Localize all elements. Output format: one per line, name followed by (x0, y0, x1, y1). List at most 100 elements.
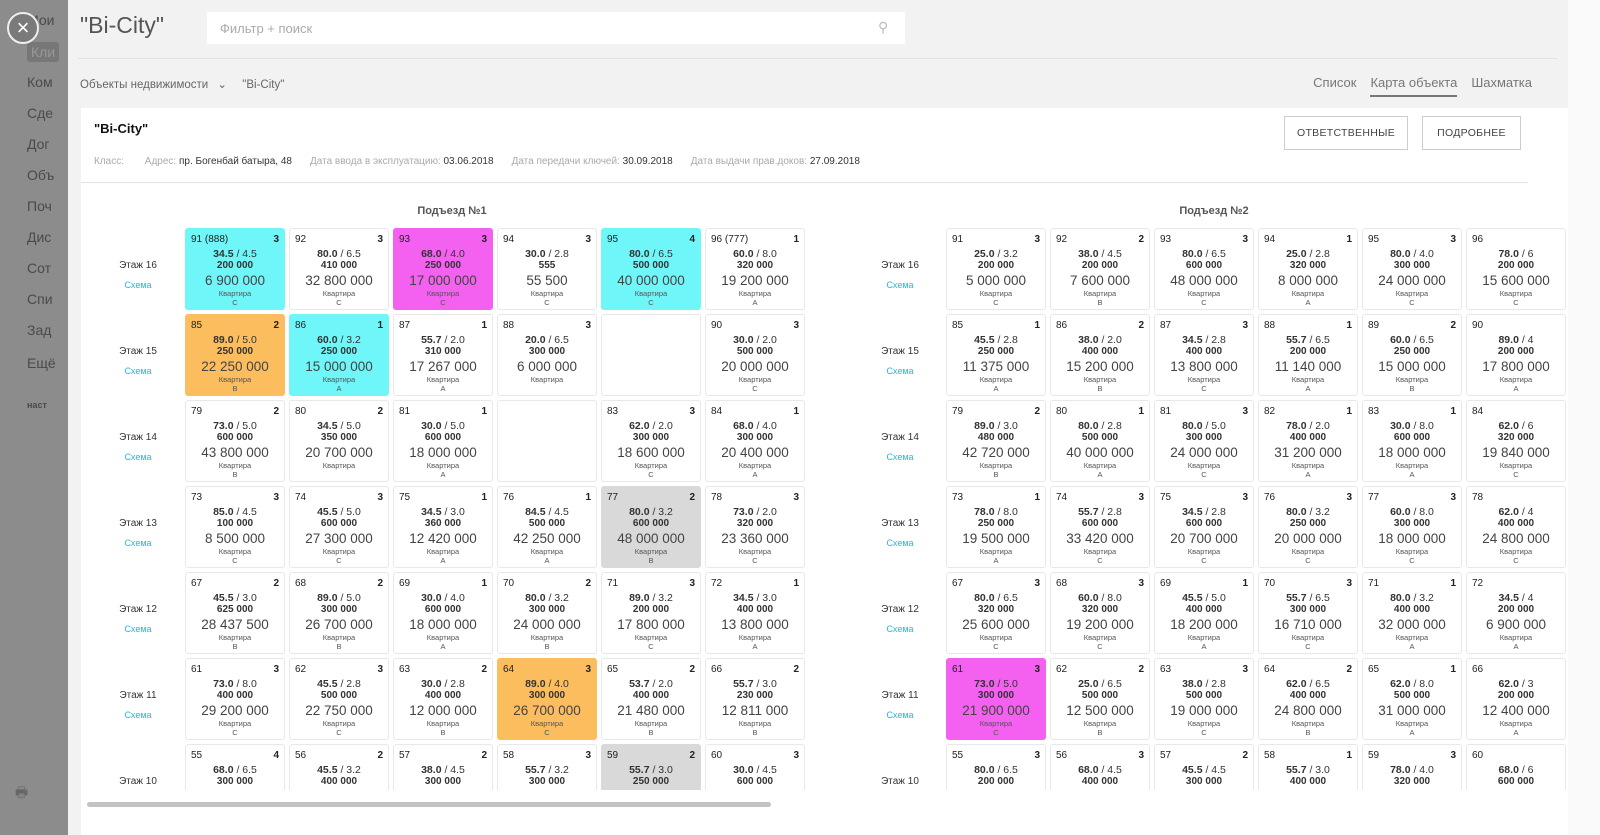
apartment-cell[interactable]: 86 2 38.0 / 2.0 400 000 15 200 000 Квартира B (1050, 314, 1150, 396)
apartment-cell[interactable]: 66 62.0 / 3 200 000 12 400 000 Квартира A (1466, 658, 1566, 740)
apartment-cell[interactable]: 85 1 45.5 / 2.8 250 000 11 375 000 Квартира A (946, 314, 1046, 396)
apartment-cell[interactable]: 73 1 78.0 / 8.0 250 000 19 500 000 Квартира A (946, 486, 1046, 568)
apartment-cell[interactable]: 92 2 38.0 / 4.5 200 000 7 600 000 Квартира B (1050, 228, 1150, 310)
scheme-link[interactable]: Схема (124, 280, 152, 290)
scheme-link[interactable]: Схема (124, 538, 152, 548)
scheme-link[interactable]: Схема (886, 280, 914, 290)
apartment-cell[interactable]: 84 1 68.0 / 4.0 300 000 20 400 000 Квартира A (705, 400, 805, 482)
printer-icon[interactable]: 🖶 (15, 784, 29, 800)
apartment-cell[interactable]: 95 3 80.0 / 4.0 300 000 24 000 000 Квартира C (1362, 228, 1462, 310)
apartment-cell[interactable]: 55 4 68.0 / 6.5 300 000 (185, 744, 285, 790)
apartment-cell[interactable]: 58 3 55.7 / 3.2 300 000 (497, 744, 597, 790)
apartment-cell[interactable]: 57 2 45.5 / 4.5 300 000 (1154, 744, 1254, 790)
apartment-cell[interactable]: 62 3 45.5 / 2.8 500 000 22 750 000 Квартира C (289, 658, 389, 740)
apartment-cell[interactable]: 56 2 45.5 / 3.2 400 000 (289, 744, 389, 790)
apartment-cell[interactable]: 57 2 38.0 / 4.5 300 000 (393, 744, 493, 790)
tab-chessboard[interactable]: Шахматка (1471, 75, 1532, 90)
sidebar-item[interactable]: Спи (27, 291, 53, 307)
scheme-link[interactable]: Схема (886, 366, 914, 376)
apartment-cell[interactable]: 59 2 55.7 / 3.0 250 000 (601, 744, 701, 790)
apartment-cell[interactable]: 77 2 80.0 / 3.2 600 000 48 000 000 Квартира B (601, 486, 701, 568)
apartment-cell[interactable]: 91 3 25.0 / 3.2 200 000 5 000 000 Квартира C (946, 228, 1046, 310)
apartment-cell[interactable]: 67 3 80.0 / 6.5 320 000 25 600 000 Квартира C (946, 572, 1046, 654)
sidebar-item[interactable]: Сде (27, 105, 54, 121)
apartment-cell[interactable]: 88 3 20.0 / 6.5 300 000 6 000 000 Квартира (497, 314, 597, 396)
apartment-cell[interactable]: 84 62.0 / 6 320 000 19 840 000 Квартира C (1466, 400, 1566, 482)
apartment-cell[interactable]: 80 2 34.5 / 5.0 350 000 20 700 000 Квартира (289, 400, 389, 482)
scheme-link[interactable]: Схема (124, 366, 152, 376)
apartment-cell[interactable]: 61 3 73.0 / 8.0 400 000 29 200 000 Квартира C (185, 658, 285, 740)
apartment-cell[interactable]: 94 3 30.0 / 2.8 555 55 500 Квартира C (497, 228, 597, 310)
apartment-cell[interactable]: 90 89.0 / 4 200 000 17 800 000 Квартира A (1466, 314, 1566, 396)
apartment-cell[interactable]: 81 3 80.0 / 5.0 300 000 24 000 000 Квартира C (1154, 400, 1254, 482)
apartment-cell[interactable]: 60 68.0 / 6 600 000 (1466, 744, 1566, 790)
apartment-cell[interactable]: 55 3 80.0 / 6.5 200 000 (946, 744, 1046, 790)
scheme-link[interactable]: Схема (124, 624, 152, 634)
apartment-cell[interactable]: 96 78.0 / 6 200 000 15 600 000 Квартира C (1466, 228, 1566, 310)
apartment-cell[interactable]: 83 1 30.0 / 8.0 600 000 18 000 000 Квартира A (1362, 400, 1462, 482)
apartment-cell[interactable]: 92 3 80.0 / 6.5 410 000 32 800 000 Квартира C (289, 228, 389, 310)
tab-object-map[interactable]: Карта объекта (1370, 75, 1458, 97)
apartment-cell[interactable]: 65 2 53.7 / 2.0 400 000 21 480 000 Квартира B (601, 658, 701, 740)
apartment-cell[interactable]: 76 1 84.5 / 4.5 500 000 42 250 000 Квартира A (497, 486, 597, 568)
apartment-cell[interactable]: 78 3 73.0 / 2.0 320 000 23 360 000 Квартира C (705, 486, 805, 568)
breadcrumb-current[interactable]: "Bi-City" (242, 79, 285, 91)
apartment-cell[interactable]: 88 1 55.7 / 6.5 200 000 11 140 000 Квартира A (1258, 314, 1358, 396)
apartment-cell[interactable]: 82 1 78.0 / 2.0 400 000 31 200 000 Квартира A (1258, 400, 1358, 482)
apartment-cell[interactable]: 89 2 60.0 / 6.5 250 000 15 000 000 Квартира B (1362, 314, 1462, 396)
apartment-cell[interactable]: 69 1 45.5 / 5.0 400 000 18 200 000 Квартира A (1154, 572, 1254, 654)
apartment-cell[interactable]: 63 3 38.0 / 2.8 500 000 19 000 000 Квартира C (1154, 658, 1254, 740)
search-icon[interactable]: ⚲ (878, 19, 889, 35)
sidebar-item[interactable]: Поч (27, 198, 52, 214)
apartment-cell[interactable]: 87 3 34.5 / 2.8 400 000 13 800 000 Квартира C (1154, 314, 1254, 396)
apartment-cell[interactable]: 85 2 89.0 / 5.0 250 000 22 250 000 Квартира B (185, 314, 285, 396)
apartment-cell[interactable]: 73 3 85.0 / 4.5 100 000 8 500 000 Квартира C (185, 486, 285, 568)
apartment-cell[interactable]: 93 3 80.0 / 6.5 600 000 48 000 000 Квартира C (1154, 228, 1254, 310)
sidebar-item[interactable]: наст (27, 400, 47, 410)
sidebar-item[interactable]: Объ (27, 167, 55, 183)
apartment-cell[interactable]: 64 2 62.0 / 6.5 400 000 24 800 000 Квартира B (1258, 658, 1358, 740)
sidebar-item[interactable]: Дис (27, 229, 52, 245)
apartment-cell[interactable]: 79 2 89.0 / 3.0 480 000 42 720 000 Квартира B (946, 400, 1046, 482)
apartment-cell[interactable]: 70 2 80.0 / 3.2 300 000 24 000 000 Квартира B (497, 572, 597, 654)
close-button[interactable]: × (7, 12, 39, 44)
details-button[interactable]: ПОДРОБНЕЕ (1422, 116, 1521, 150)
apartment-cell[interactable]: 71 3 89.0 / 3.2 200 000 17 800 000 Квартира C (601, 572, 701, 654)
apartment-cell[interactable]: 66 2 55.7 / 3.0 230 000 12 811 000 Квартира B (705, 658, 805, 740)
apartment-cell[interactable]: 68 3 60.0 / 8.0 320 000 19 200 000 Квартира C (1050, 572, 1150, 654)
apartment-cell[interactable]: 79 2 73.0 / 5.0 600 000 43 800 000 Квартира B (185, 400, 285, 482)
apartment-cell[interactable]: 81 1 30.0 / 5.0 600 000 18 000 000 Квартира A (393, 400, 493, 482)
apartment-cell[interactable]: 64 3 89.0 / 4.0 300 000 26 700 000 Квартира C (497, 658, 597, 740)
search-input[interactable] (207, 12, 905, 44)
apartment-cell[interactable]: 70 3 55.7 / 6.5 300 000 16 710 000 Квартира C (1258, 572, 1358, 654)
tab-list[interactable]: Список (1313, 75, 1357, 90)
responsible-button[interactable]: ОТВЕТСТВЕННЫЕ (1284, 116, 1408, 150)
apartment-cell[interactable]: 74 3 55.7 / 2.8 600 000 33 420 000 Квартира C (1050, 486, 1150, 568)
apartment-cell[interactable]: 56 3 68.0 / 4.5 400 000 (1050, 744, 1150, 790)
apartment-cell[interactable]: 75 1 34.5 / 3.0 360 000 12 420 000 Квартира A (393, 486, 493, 568)
apartment-cell[interactable]: 67 2 45.5 / 3.0 625 000 28 437 500 Квартира B (185, 572, 285, 654)
scheme-link[interactable]: Схема (886, 538, 914, 548)
apartment-cell[interactable]: 60 3 30.0 / 4.5 600 000 (705, 744, 805, 790)
apartment-cell[interactable]: 69 1 30.0 / 4.0 600 000 18 000 000 Квартира A (393, 572, 493, 654)
apartment-cell[interactable]: 72 34.5 / 4 200 000 6 900 000 Квартира A (1466, 572, 1566, 654)
apartment-cell[interactable]: 58 1 55.7 / 3.0 400 000 (1258, 744, 1358, 790)
apartment-cell[interactable]: 72 1 34.5 / 3.0 400 000 13 800 000 Квартира A (705, 572, 805, 654)
apartment-cell[interactable]: 93 3 68.0 / 4.0 250 000 17 000 000 Квартира C (393, 228, 493, 310)
scheme-link[interactable]: Схема (886, 710, 914, 720)
scheme-link[interactable]: Схема (886, 452, 914, 462)
horizontal-scrollbar[interactable] (87, 802, 771, 807)
apartment-cell[interactable]: 62 2 25.0 / 6.5 500 000 12 500 000 Квартира B (1050, 658, 1150, 740)
apartment-cell[interactable]: 68 2 89.0 / 5.0 300 000 26 700 000 Квартира B (289, 572, 389, 654)
sidebar-item[interactable]: Ещё (27, 355, 56, 371)
apartment-cell[interactable]: 95 4 80.0 / 6.5 500 000 40 000 000 Квартира C (601, 228, 701, 310)
apartment-cell[interactable]: 63 2 30.0 / 2.8 400 000 12 000 000 Квартира B (393, 658, 493, 740)
sidebar-item[interactable]: Зад (27, 322, 52, 338)
apartment-cell[interactable]: 86 1 60.0 / 3.2 250 000 15 000 000 Квартира A (289, 314, 389, 396)
apartment-cell[interactable]: 80 1 80.0 / 2.8 500 000 40 000 000 Квартира A (1050, 400, 1150, 482)
apartment-cell[interactable]: 90 3 30.0 / 2.0 500 000 20 000 000 Квартира C (705, 314, 805, 396)
apartment-cell[interactable]: 76 3 80.0 / 3.2 250 000 20 000 000 Квартира C (1258, 486, 1358, 568)
scheme-link[interactable]: Схема (124, 710, 152, 720)
apartment-cell[interactable]: 74 3 45.5 / 5.0 600 000 27 300 000 Квартира C (289, 486, 389, 568)
apartment-cell[interactable]: 59 3 78.0 / 4.0 320 000 (1362, 744, 1462, 790)
